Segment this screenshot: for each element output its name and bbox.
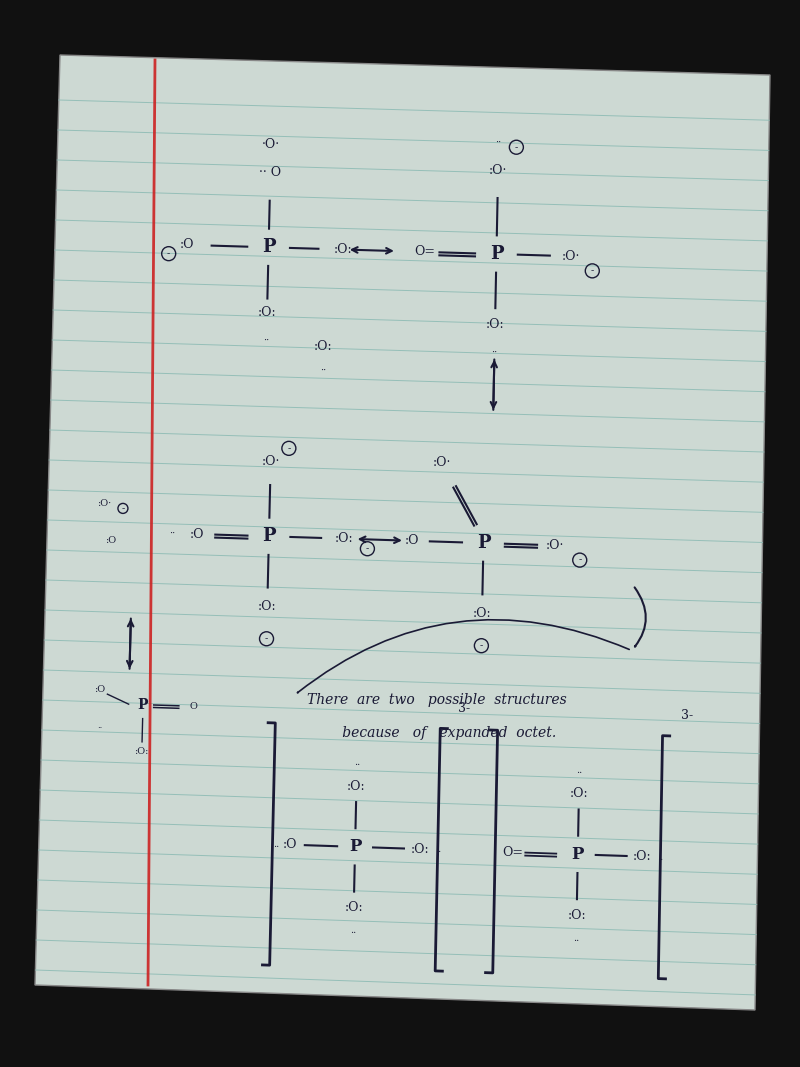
Text: ..: .. [97,722,102,731]
Text: O=: O= [414,245,436,258]
Text: -: - [287,444,290,452]
Text: P: P [477,535,490,552]
Text: :O·: :O· [98,498,112,508]
Text: -: - [366,544,369,553]
FancyArrowPatch shape [634,588,646,647]
Text: :O: :O [405,535,419,547]
Text: ..: .. [354,759,360,767]
Text: -: - [265,634,268,643]
Text: :O:: :O: [347,780,366,793]
Text: :O: :O [106,536,117,545]
Text: ..: .. [273,840,279,848]
Text: ..: .. [576,766,582,775]
Text: ..: .. [658,853,663,862]
Text: 3-: 3- [458,702,470,715]
Text: :O:: :O: [258,306,276,319]
Text: :O:: :O: [633,850,652,863]
Text: ··: ·· [170,529,175,538]
Text: :O: :O [283,839,298,851]
Text: P: P [349,839,362,856]
Text: :O:: :O: [314,340,333,353]
Text: -: - [514,143,518,152]
Text: :O:: :O: [134,747,149,755]
Text: ..: .. [573,934,579,943]
Text: ·· O: ·· O [259,166,282,179]
Text: :O: :O [190,527,205,541]
Text: -: - [480,641,483,650]
Text: :O:: :O: [334,243,353,256]
Text: P: P [138,698,148,712]
Text: :O·: :O· [546,539,564,552]
Text: O=: O= [502,846,524,859]
Text: :O·: :O· [489,163,507,176]
Text: O: O [190,702,197,711]
Text: :O·: :O· [562,250,580,262]
Text: :O:: :O: [570,787,588,800]
Polygon shape [35,55,770,1010]
Text: -: - [167,250,170,258]
Text: :O:: :O: [473,606,491,620]
Text: :O·: :O· [262,456,280,468]
Text: P: P [262,527,276,545]
Text: ··: ·· [491,348,498,356]
Text: :O:: :O: [258,600,277,612]
Text: because   of   expanded  octet.: because of expanded octet. [317,726,557,739]
Text: P: P [490,245,503,264]
Text: :O:: :O: [345,901,363,914]
Text: :O:: :O: [410,843,429,856]
Text: ..: .. [434,845,441,854]
FancyArrowPatch shape [298,620,630,692]
Text: :O·: :O· [433,456,451,468]
Text: P: P [572,846,584,863]
Text: -: - [122,504,125,513]
Text: :O:: :O: [334,532,354,545]
Text: ··: ·· [320,366,326,375]
Text: ..: .. [350,926,356,936]
Text: There  are  two   possible  structures: There are two possible structures [307,694,567,707]
Text: ··: ·· [263,336,270,345]
Text: ·O·: ·O· [262,139,280,152]
Text: P: P [262,238,275,256]
Text: :O: :O [179,238,194,252]
Text: :O:: :O: [486,318,504,331]
Text: 3-: 3- [681,710,693,722]
Text: :O:: :O: [567,908,586,922]
Text: :O: :O [94,685,106,694]
Text: ··: ·· [495,138,502,146]
Text: -: - [578,556,582,564]
Text: -: - [590,267,594,275]
